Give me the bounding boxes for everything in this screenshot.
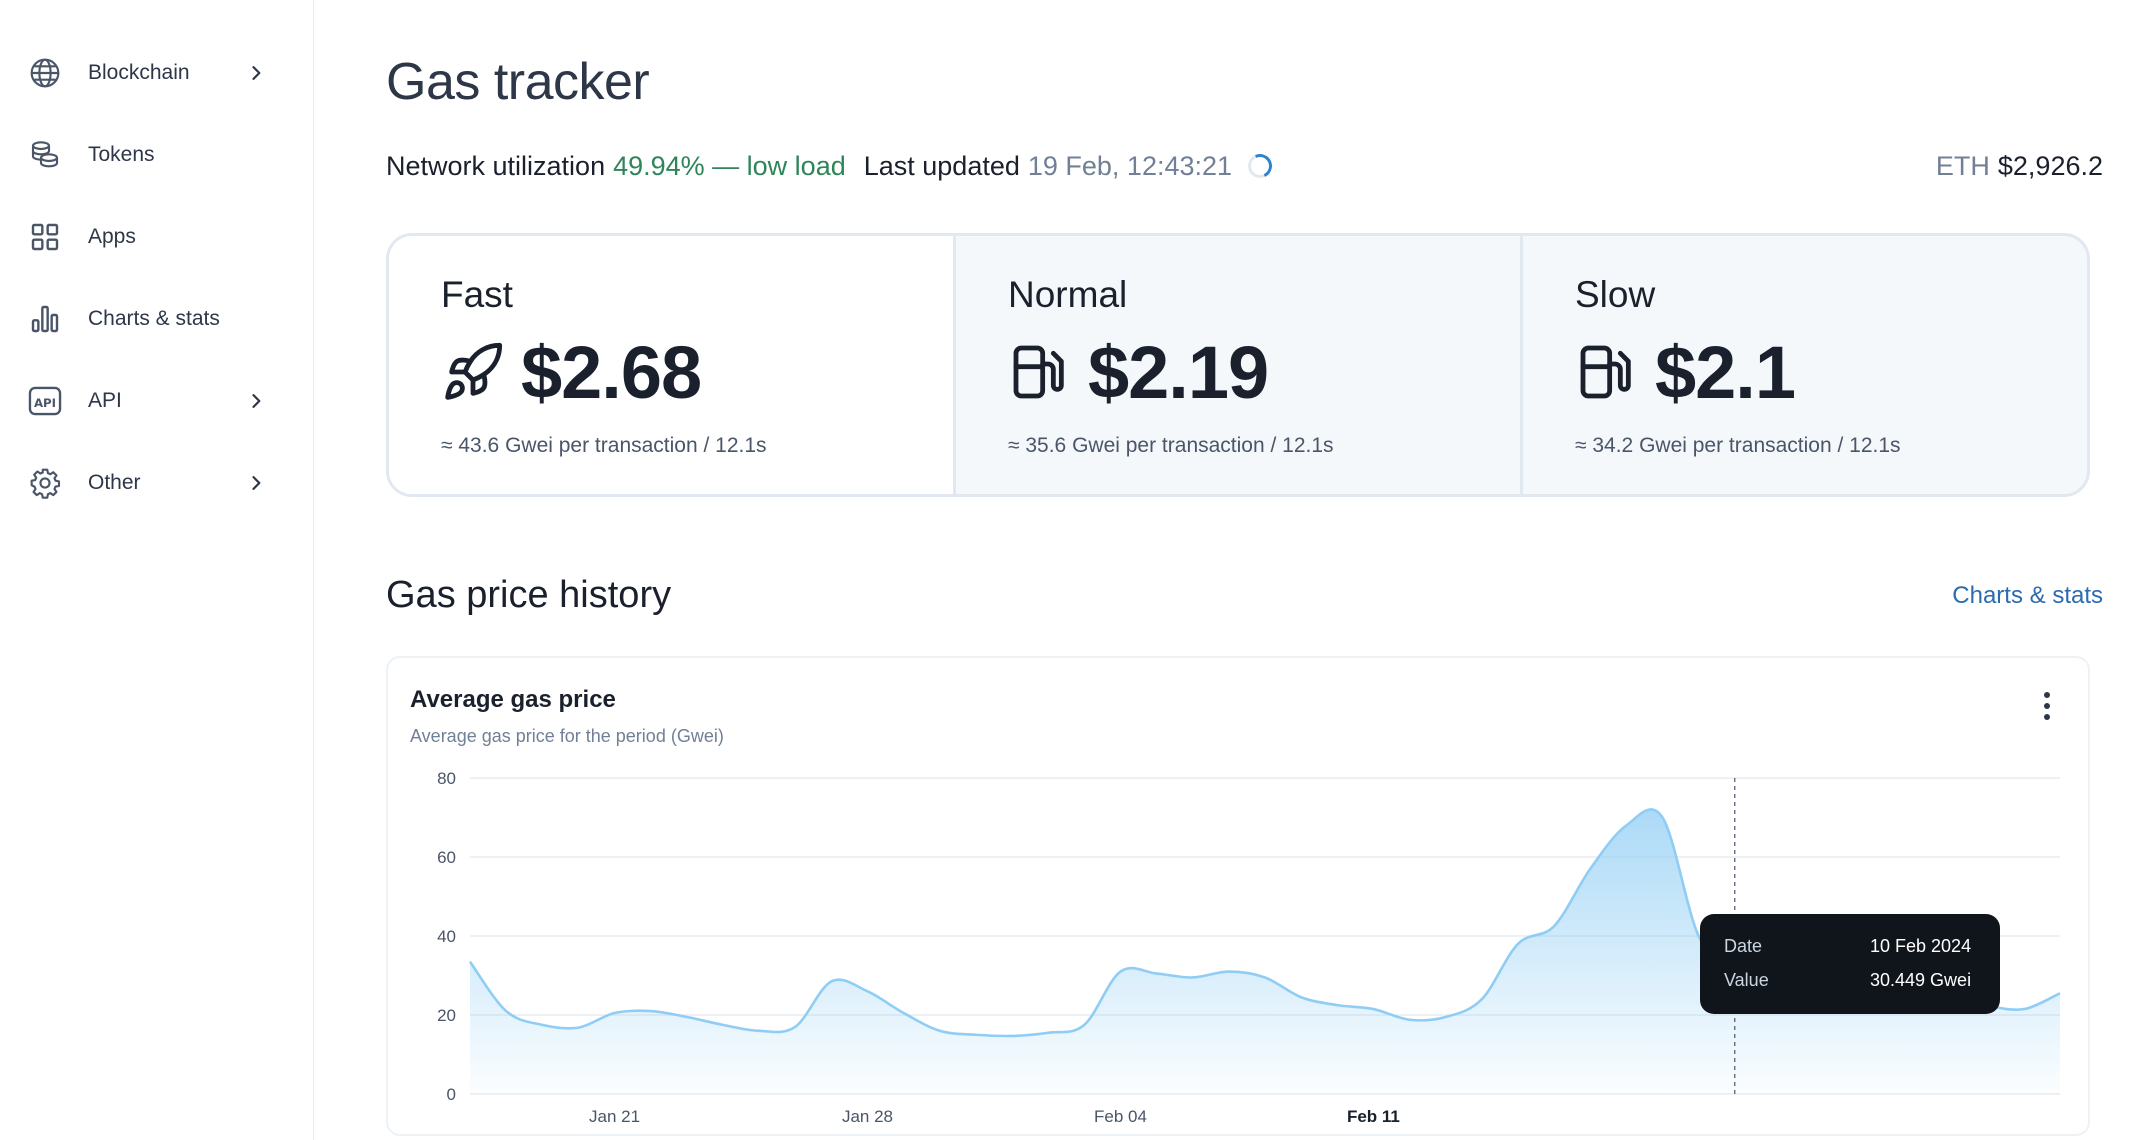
section-title-gas-history: Gas price history: [386, 574, 672, 616]
rocket-icon: [445, 342, 503, 400]
gas-card-subtitle: ≈ 35.6 Gwei per transaction / 12.1s: [1008, 434, 1334, 457]
sidebar-item-charts-stats[interactable]: Charts & stats: [26, 291, 266, 347]
loading-spinner-icon: [1244, 150, 1276, 182]
x-tick-label: Jan 21: [589, 1107, 640, 1126]
chevron-right-icon: [252, 476, 261, 490]
x-tick-label: Feb 04: [1094, 1107, 1147, 1126]
api-icon: API: [26, 382, 64, 420]
gas-card-subtitle: ≈ 43.6 Gwei per transaction / 12.1s: [441, 434, 767, 457]
y-tick-label: 60: [437, 848, 456, 867]
gas-card-price-row: $2.19: [1008, 330, 1269, 414]
sidebar: Blockchain Tokens Apps Charts & stats AP…: [0, 0, 314, 1140]
network-utilization-value: 49.94% — low load: [613, 150, 846, 181]
gas-pump-icon: [1580, 345, 1631, 399]
tooltip-value-row: Value 30.449 Gwei: [1724, 970, 1971, 991]
x-tick-label: Jan 28: [842, 1107, 893, 1126]
globe-icon: [26, 54, 64, 92]
gas-card-price: $2.19: [1088, 330, 1269, 414]
network-utilization-label: Network utilization: [386, 150, 606, 181]
gear-icon: [26, 464, 64, 502]
chart-menu-icon[interactable]: [2042, 692, 2052, 722]
gas-card-price-row: $2.68: [441, 330, 702, 414]
sidebar-item-apps[interactable]: Apps: [26, 209, 266, 265]
chart-subtitle: Average gas price for the period (Gwei): [410, 726, 724, 746]
sidebar-item-api[interactable]: API API: [26, 373, 266, 429]
y-tick-label: 20: [437, 1006, 456, 1025]
gas-price-chart[interactable]: 0 20 40 60 80 Jan 21 Jan 28 Feb 04 Feb 11: [388, 658, 2092, 1138]
y-tick-label: 40: [437, 927, 456, 946]
gas-pump-icon: [1013, 345, 1064, 399]
sidebar-item-label: Blockchain: [88, 61, 190, 84]
chart-area-fill: [470, 809, 2060, 1094]
eth-label: ETH: [1935, 150, 1990, 181]
coins-icon: [26, 136, 64, 174]
bar-chart-icon: [26, 300, 64, 338]
chevron-right-icon: [252, 394, 261, 408]
sidebar-item-label: Charts & stats: [88, 307, 220, 330]
last-updated-label: Last updated: [863, 150, 1020, 181]
last-updated-value: 19 Feb, 12:43:21: [1027, 150, 1233, 181]
y-tick-label: 0: [447, 1085, 456, 1104]
gas-card-subtitle: ≈ 34.2 Gwei per transaction / 12.1s: [1575, 434, 1901, 457]
svg-text:API: API: [34, 396, 56, 410]
gas-card-title: Slow: [1575, 274, 1656, 315]
sidebar-item-tokens[interactable]: Tokens: [26, 127, 266, 183]
apps-grid-icon: [26, 218, 64, 256]
x-tick-label: Feb 11: [1347, 1107, 1400, 1126]
eth-value: $2,926.2: [1997, 150, 2103, 181]
sidebar-item-blockchain[interactable]: Blockchain: [26, 45, 266, 101]
gas-card-title: Normal: [1008, 274, 1128, 315]
eth-price: ETH $2,926.2: [1936, 148, 2103, 184]
sidebar-item-label: Other: [88, 471, 141, 494]
gas-price-chart-card: 0 20 40 60 80 Jan 21 Jan 28 Feb 04 Feb 11 Averag…: [386, 656, 2090, 1136]
gas-card-price: $2.1: [1655, 330, 1796, 414]
y-tick-label: 80: [437, 769, 456, 788]
network-stats: Network utilization 49.94% — low load La…: [386, 148, 1276, 184]
gas-card-normal[interactable]: Normal $2.19 ≈ 35.6 Gwei per transaction…: [953, 236, 1520, 494]
chart-tooltip: Date 10 Feb 2024 Value 30.449 Gwei: [1700, 914, 2000, 1014]
gas-card-fast[interactable]: Fast $2.68 ≈ 43.6 Gwei per transaction /…: [389, 236, 953, 494]
page-title: Gas tracker: [386, 53, 650, 111]
chart-title: Average gas price: [410, 686, 616, 713]
tooltip-date-row: Date 10 Feb 2024: [1724, 936, 1971, 957]
chevron-right-icon: [252, 66, 261, 80]
gas-card-slow[interactable]: Slow $2.1 ≈ 34.2 Gwei per transaction / …: [1520, 236, 2087, 494]
sidebar-item-other[interactable]: Other: [26, 455, 266, 511]
charts-stats-link[interactable]: Charts & stats: [1952, 582, 2103, 609]
gas-price-cards: Fast $2.68 ≈ 43.6 Gwei per transaction /…: [386, 233, 2090, 497]
sidebar-item-label: Tokens: [88, 143, 155, 166]
sidebar-item-label: API: [88, 389, 122, 412]
tooltip-value-label: Value: [1724, 970, 1769, 990]
tooltip-date-label: Date: [1724, 936, 1763, 956]
gas-card-title: Fast: [441, 274, 513, 315]
sidebar-item-label: Apps: [88, 225, 136, 248]
gas-card-price-row: $2.1: [1575, 330, 1796, 414]
gas-card-price: $2.68: [521, 330, 702, 414]
tooltip-value-value: 30.449 Gwei: [1870, 970, 1972, 990]
tooltip-date-value: 10 Feb 2024: [1870, 936, 1972, 956]
